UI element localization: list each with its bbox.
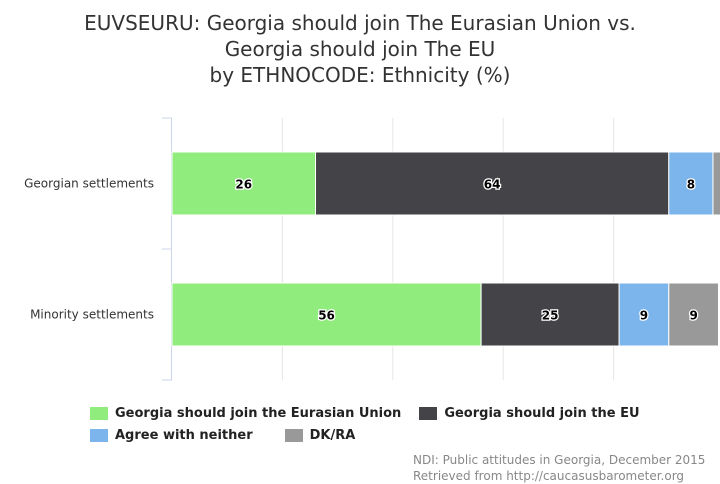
data-label: 8: [687, 178, 695, 192]
bar-segment[interactable]: [315, 151, 670, 216]
source-credit: NDI: Public attitudes in Georgia, Decemb…: [413, 452, 705, 484]
legend-swatch-eu: [419, 406, 438, 420]
source-line-2: Retrieved from http://caucasusbarometer.…: [413, 469, 685, 483]
bar-segment[interactable]: [171, 151, 317, 216]
category-label: Georgian settlements: [24, 177, 154, 191]
stacked-bar-chart: Georgian settlements 26 64 8 Minority settle…: [24, 117, 720, 381]
title-line-1: EUVSEURU: Georgia should join The Eurasi…: [84, 11, 636, 35]
legend-swatch-eurasian-union: [90, 406, 108, 420]
source-line-1: NDI: Public attitudes in Georgia, Decemb…: [413, 453, 706, 467]
bar-segment[interactable]: [618, 282, 670, 347]
title-line-2: Georgia should join The EU: [224, 37, 496, 61]
data-label: 26: [235, 178, 252, 192]
data-label: 25: [542, 309, 559, 323]
legend: Georgia should join the Eurasian Union G…: [90, 402, 640, 446]
data-label: 9: [640, 309, 648, 323]
legend-label-eurasian-union: Georgia should join the Eurasian Union: [115, 405, 402, 421]
category-label: Minority settlements: [30, 308, 154, 322]
legend-label-dkra: DK/RA: [309, 427, 356, 443]
title-line-3: by ETHNOCODE: Ethnicity (%): [209, 63, 511, 87]
bar-segment[interactable]: [668, 282, 719, 347]
data-label: 64: [484, 178, 501, 192]
legend-item-eurasian-union[interactable]: Georgia should join the Eurasian Union: [90, 406, 401, 421]
legend-item-eu[interactable]: Georgia should join the EU: [419, 405, 640, 421]
legend-label-eu: Georgia should join the EU: [444, 405, 640, 421]
legend-swatch-neither: [90, 428, 108, 442]
legend-item-dkra[interactable]: DK/RA: [284, 427, 356, 443]
bar-segment[interactable]: [668, 151, 714, 216]
data-label: 9: [689, 309, 697, 323]
bar-segment[interactable]: [712, 151, 720, 216]
chart-title: EUVSEURU: Georgia should join The Eurasi…: [0, 10, 720, 88]
data-label: 56: [318, 309, 335, 323]
legend-swatch-dkra: [284, 428, 303, 442]
bar-segment[interactable]: [171, 282, 482, 347]
legend-item-neither[interactable]: Agree with neither: [90, 428, 253, 443]
legend-label-neither: Agree with neither: [115, 427, 253, 443]
